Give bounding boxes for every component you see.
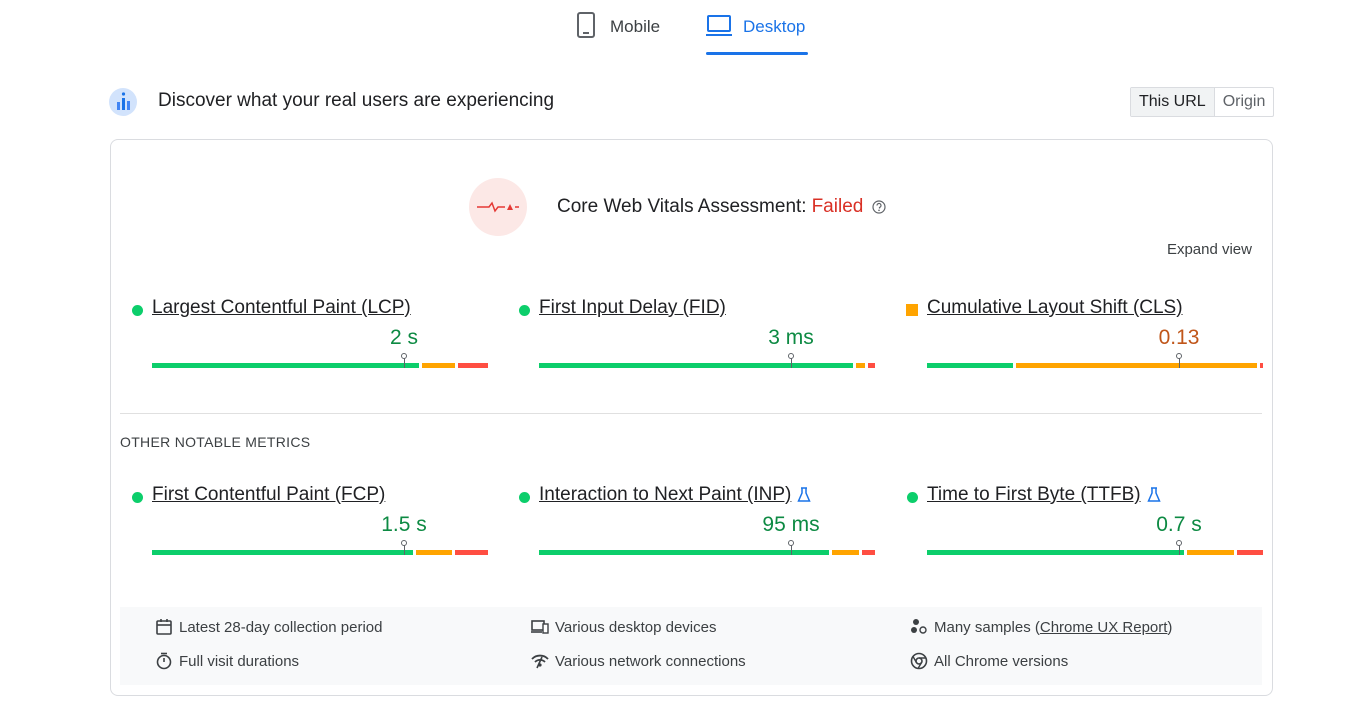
expand-view[interactable]: Expand view xyxy=(1166,241,1252,258)
footer-text: Various network connections xyxy=(555,652,746,670)
distribution-segment xyxy=(539,363,853,368)
footer-icon xyxy=(531,654,549,669)
divider xyxy=(120,413,1262,414)
percentile-pin xyxy=(403,356,405,368)
percentile-pin-head xyxy=(401,540,407,546)
metric-name[interactable]: First Contentful Paint (FCP) xyxy=(152,484,386,505)
percentile-pin xyxy=(1178,543,1180,555)
tab-label: Desktop xyxy=(743,17,806,36)
distribution-segment xyxy=(927,550,1185,555)
status-dot xyxy=(519,492,530,503)
footer-item: All Chrome versions xyxy=(910,652,1068,670)
assessment-label: Core Web Vitals Assessment: xyxy=(557,196,807,217)
percentile-pin xyxy=(790,543,792,555)
footer-item: Various network connections xyxy=(531,652,746,670)
percentile-pin-head xyxy=(788,540,794,546)
mobile-icon xyxy=(577,12,595,38)
lab-badge xyxy=(1146,487,1161,502)
footer-text: ) xyxy=(1167,618,1173,636)
status-dot xyxy=(132,305,143,316)
metric-value: 2 s xyxy=(389,326,419,349)
distribution-segment xyxy=(458,363,488,368)
footer-text: Many samples ( xyxy=(934,618,1040,636)
footer-text: Various desktop devices xyxy=(555,618,717,636)
footer-link[interactable]: Chrome UX Report xyxy=(1039,618,1168,636)
percentile-pin-head xyxy=(401,353,407,359)
footer-text: Latest 28-day collection period xyxy=(179,618,383,636)
tab-label: Mobile xyxy=(610,17,661,36)
footer-text: Full visit durations xyxy=(179,652,300,670)
metric-value: 95 ms xyxy=(762,513,820,536)
assessment: Core Web Vitals Assessment: Failed xyxy=(557,196,886,218)
tab-desktop[interactable]: Desktop xyxy=(706,12,805,56)
status-dot xyxy=(519,305,530,316)
metric-name[interactable]: Interaction to Next Paint (INP) xyxy=(539,484,792,505)
percentile-pin-head xyxy=(1176,540,1182,546)
status-dot xyxy=(907,492,918,503)
percentile-pin xyxy=(403,543,405,555)
footer-text: All Chrome versions xyxy=(934,652,1069,670)
lab-badge xyxy=(797,487,812,502)
percentile-pin xyxy=(790,356,792,368)
distribution-segment xyxy=(539,550,830,555)
url-origin-toggle: This URL Origin xyxy=(1130,87,1275,117)
distribution-segment xyxy=(927,363,1013,368)
desktop-icon xyxy=(706,15,732,36)
help-icon[interactable] xyxy=(872,200,886,214)
section-heading: Discover what your real users are experi… xyxy=(158,90,555,111)
footer-item: Latest 28-day collection period xyxy=(155,618,382,636)
assessment-result: Failed xyxy=(811,196,864,217)
footer-box xyxy=(120,607,1262,685)
toggle-option[interactable]: Origin xyxy=(1222,93,1266,110)
footer-icon xyxy=(156,652,172,670)
distribution-segment xyxy=(1015,363,1257,368)
distribution-segment xyxy=(152,363,420,368)
distribution-segment xyxy=(455,550,488,555)
distribution-segment xyxy=(415,550,452,555)
percentile-pin-head xyxy=(788,353,794,359)
metric-value: 0.13 xyxy=(1158,326,1200,349)
distribution-segment xyxy=(152,550,413,555)
field-data-card xyxy=(110,139,1273,696)
other-heading: OTHER NOTABLE METRICS xyxy=(120,434,311,450)
distribution-segment xyxy=(832,550,859,555)
metric-value: 3 ms xyxy=(768,326,814,349)
distribution-segment xyxy=(861,550,875,555)
field-data-icon xyxy=(109,88,137,116)
footer-icon xyxy=(910,652,928,670)
footer-icon xyxy=(156,619,172,635)
metric-value: 1.5 s xyxy=(381,513,427,536)
percentile-pin xyxy=(1178,356,1180,368)
toggle-option[interactable]: This URL xyxy=(1131,88,1215,116)
distribution-segment xyxy=(1187,550,1234,555)
status-dot xyxy=(132,492,143,503)
status-square xyxy=(906,304,918,316)
footer-icon xyxy=(911,619,927,634)
footer-item: Many samples (Chrome UX Report) xyxy=(910,618,1172,636)
footer-item: Full visit durations xyxy=(155,652,299,670)
metric-name[interactable]: Largest Contentful Paint (LCP) xyxy=(152,297,411,318)
distribution-segment xyxy=(1236,550,1263,555)
distribution-segment xyxy=(1259,363,1263,368)
tab-mobile[interactable]: Mobile xyxy=(576,12,660,56)
distribution-segment xyxy=(422,363,456,368)
tab-underline xyxy=(706,52,808,55)
distribution-segment xyxy=(855,363,866,368)
metric-name[interactable]: First Input Delay (FID) xyxy=(539,297,726,318)
footer-item: Various desktop devices xyxy=(531,618,716,636)
assessment-icon xyxy=(477,201,519,213)
metric-value: 0.7 s xyxy=(1156,513,1202,536)
assessment-badge xyxy=(469,178,527,236)
distribution-segment xyxy=(868,363,875,368)
metric-name[interactable]: Time to First Byte (TTFB) xyxy=(927,484,1141,505)
percentile-pin-head xyxy=(1176,353,1182,359)
metric-name[interactable]: Cumulative Layout Shift (CLS) xyxy=(927,297,1183,318)
footer-icon xyxy=(531,620,549,634)
